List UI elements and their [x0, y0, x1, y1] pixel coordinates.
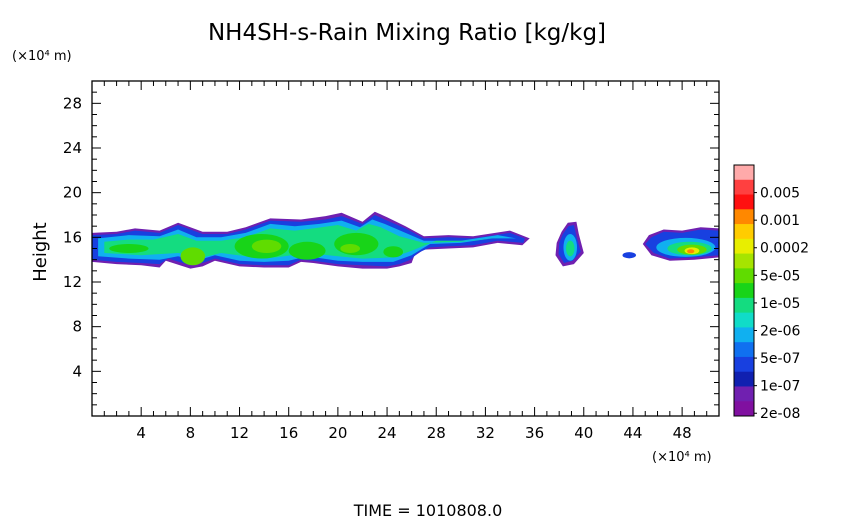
colorbar-swatch	[734, 327, 754, 343]
x-tick-label: 12	[230, 424, 249, 442]
colorbar-label: 1e-07	[760, 379, 800, 395]
x-tick-label: 40	[574, 424, 593, 442]
colorbar-swatch	[734, 312, 754, 328]
y-tick-label: 12	[63, 273, 82, 291]
cloud-core	[180, 247, 206, 266]
colorbar-label: 5e-07	[760, 351, 800, 367]
colorbar-swatch	[734, 165, 754, 181]
x-tick-label: 16	[279, 424, 298, 442]
cloud-core	[288, 241, 326, 260]
colorbar-label: 2e-08	[760, 406, 800, 422]
y-unit-label: (×10⁴ m)	[12, 49, 72, 64]
colorbar-swatch	[734, 283, 754, 299]
y-tick-label: 24	[63, 139, 82, 157]
x-tick-label: 36	[525, 424, 544, 442]
colorbar-label: 2e-06	[760, 323, 800, 339]
cloud-core	[383, 246, 404, 258]
x-tick-label: 8	[186, 424, 196, 442]
y-axis-label: Height	[30, 222, 51, 282]
colorbar-label: 5e-05	[760, 268, 800, 284]
colorbar-frame	[733, 164, 755, 417]
y-tick-label: 20	[63, 184, 82, 202]
colorbar-swatch	[734, 209, 754, 225]
colorbar-swatch	[734, 224, 754, 240]
cloud-fragment	[622, 252, 637, 259]
colorbar-label: 0.001	[760, 213, 800, 229]
time-label: TIME = 1010808.0	[353, 501, 503, 519]
colorbar: 0.005 0.001 0.0002 5e-05 1e-05 2e-06 5e-07 1e-0…	[733, 164, 809, 422]
y-tick-label: 8	[72, 318, 82, 336]
colorbar-label: 0.0002	[760, 241, 809, 257]
cloud-band-teal	[104, 223, 504, 259]
colorbar-swatch	[734, 342, 754, 358]
colorbar-swatch	[734, 401, 754, 417]
colorbar-swatch	[734, 253, 754, 269]
y-tick-label: 28	[63, 94, 82, 112]
x-tick-label: 32	[476, 424, 495, 442]
y-tick-label: 16	[63, 228, 82, 246]
cloud-cell-core	[565, 240, 575, 257]
x-tick-label: 4	[136, 424, 146, 442]
chart-title: NH4SH-s-Rain Mixing Ratio [kg/kg]	[208, 20, 606, 46]
x-tick-label: 20	[328, 424, 347, 442]
colorbar-swatch	[734, 371, 754, 387]
colorbar-swatch	[734, 179, 754, 196]
cloud-right-peak	[687, 249, 695, 254]
colorbar-swatch	[734, 386, 754, 402]
colorbar-swatch	[734, 194, 754, 210]
x-tick-label: 24	[378, 424, 397, 442]
colorbar-swatch	[734, 238, 754, 255]
colorbar-label: 0.005	[760, 186, 800, 202]
x-tick-label: 28	[427, 424, 446, 442]
cloud-core	[109, 244, 149, 253]
y-tick-label: 4	[72, 362, 82, 380]
colorbar-swatch	[734, 297, 754, 314]
x-tick-label: 48	[673, 424, 692, 442]
cloud-field	[92, 211, 719, 269]
colorbar-swatch	[734, 268, 754, 284]
colorbar-label: 1e-05	[760, 296, 800, 312]
colorbar-swatch	[734, 356, 754, 373]
x-unit-label: (×10⁴ m)	[652, 450, 712, 465]
x-tick-label: 44	[623, 424, 642, 442]
cloud-core	[251, 239, 282, 253]
cloud-core	[340, 244, 361, 253]
